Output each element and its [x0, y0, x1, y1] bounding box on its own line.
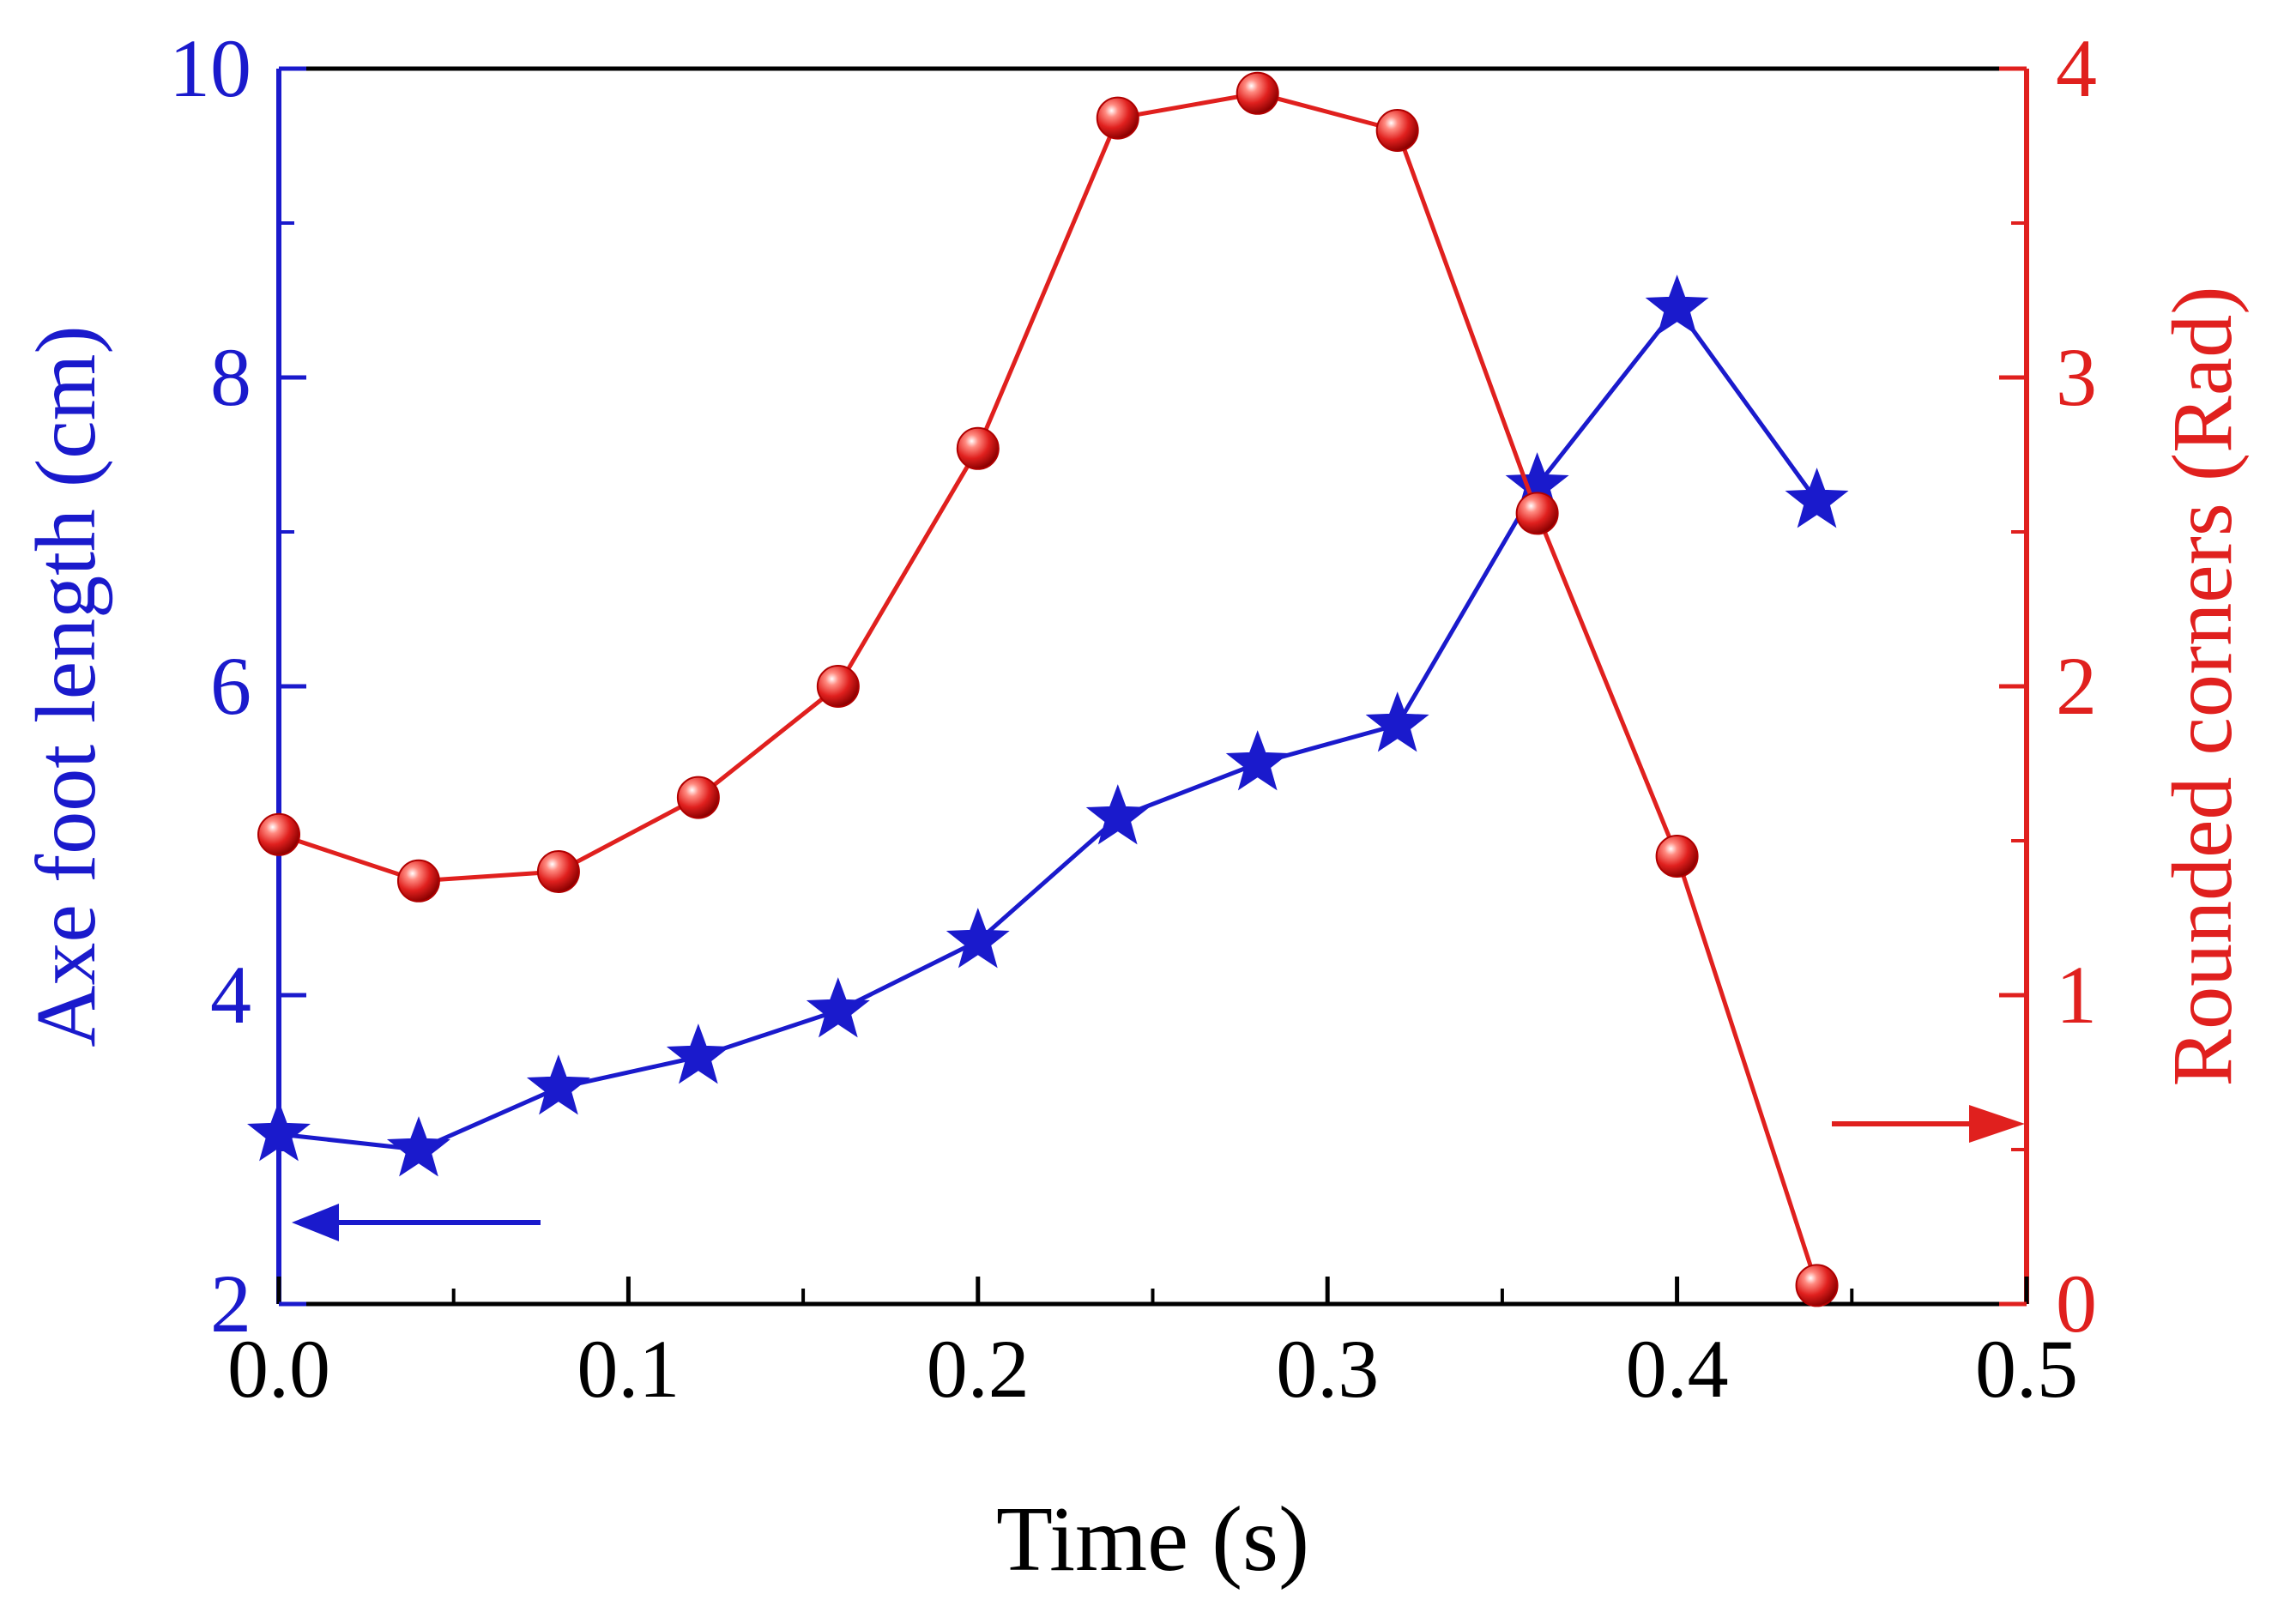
left-y-tick-label: 2	[210, 1258, 251, 1349]
x-tick-label: 0.5	[1975, 1323, 2078, 1415]
right-y-tick-label: 2	[2056, 640, 2097, 732]
data-point-star	[1085, 784, 1150, 845]
data-point-star	[526, 1054, 590, 1115]
data-point-star	[1785, 468, 1849, 528]
left-y-tick-label: 8	[210, 331, 251, 423]
data-point-star	[1225, 730, 1290, 791]
data-point-sphere	[956, 426, 1000, 470]
data-point-sphere	[1655, 835, 1699, 878]
data-point-sphere	[676, 776, 720, 819]
data-point-sphere	[1515, 492, 1559, 535]
x-tick-label: 0.4	[1626, 1323, 1729, 1415]
data-point-star	[946, 908, 1010, 969]
right-arrow-icon	[1969, 1105, 2025, 1143]
left-y-tick-label: 6	[210, 640, 251, 732]
series-line-rounded-corners	[278, 91, 1819, 1287]
left-y-tick-label: 10	[169, 22, 251, 114]
data-point-star	[806, 977, 870, 1038]
data-point-sphere	[1795, 1264, 1839, 1307]
x-tick-label: 0.0	[227, 1323, 330, 1415]
x-tick-label: 0.3	[1276, 1323, 1379, 1415]
x-tick-label: 0.1	[577, 1323, 680, 1415]
data-point-star	[666, 1023, 730, 1084]
series-line-axe-foot-length	[278, 305, 1819, 1152]
left-arrow-icon	[292, 1204, 339, 1241]
right-y-tick-label: 3	[2056, 331, 2097, 423]
right-y-tick-label: 0	[2056, 1258, 2097, 1349]
right-y-tick-label: 4	[2056, 22, 2097, 114]
data-point-star	[1365, 691, 1429, 752]
x-tick-label: 0.2	[927, 1323, 1030, 1415]
right-y-axis-title: Rounded corners (Rad)	[2154, 286, 2250, 1086]
data-point-sphere	[257, 812, 300, 856]
left-y-tick-label: 4	[210, 949, 251, 1041]
x-axis-title: Time (s)	[996, 1488, 1309, 1591]
data-point-sphere	[1236, 71, 1279, 115]
data-point-sphere	[1096, 96, 1139, 140]
data-point-star	[247, 1101, 311, 1162]
data-point-sphere	[536, 850, 580, 893]
data-point-star	[1645, 275, 1709, 335]
data-point-star	[386, 1116, 450, 1177]
data-point-sphere	[396, 859, 440, 903]
data-point-sphere	[816, 665, 860, 708]
data-point-sphere	[1375, 109, 1419, 152]
right-y-tick-label: 1	[2056, 949, 2097, 1041]
left-y-axis-title: Axe foot length (cm)	[18, 325, 113, 1047]
